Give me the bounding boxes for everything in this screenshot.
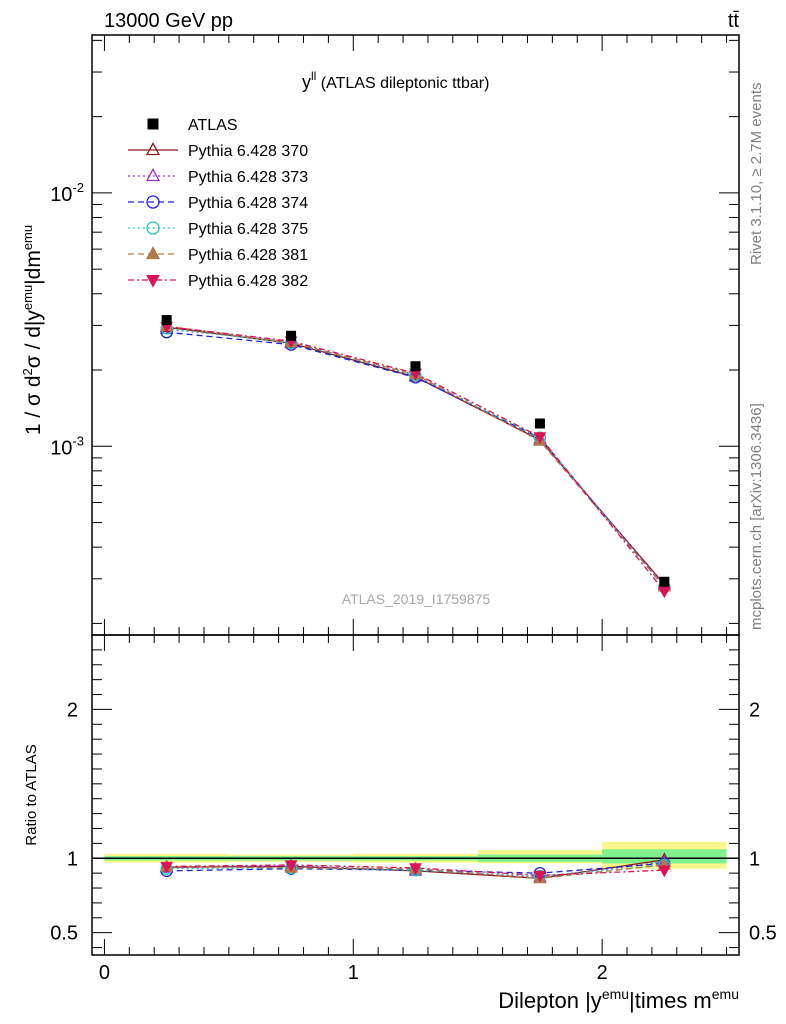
plot-title-rest: (ATLAS dileptonic ttbar) <box>316 75 489 92</box>
legend-label: Pythia 6.428 374 <box>188 195 308 212</box>
main-marks <box>160 315 671 599</box>
legend-entry-1: Pythia 6.428 370 <box>128 142 308 160</box>
series-point-6 <box>533 432 547 444</box>
legend-label: Pythia 6.428 373 <box>188 169 308 186</box>
ratio-y-axis-label: Ratio to ATLAS <box>23 744 40 845</box>
legend-entry-atlas: ATLAS <box>147 117 238 134</box>
x-tick-label: 1 <box>348 962 359 984</box>
atlas-data-point <box>286 330 297 341</box>
x-axis-label: Dilepton |yemu|times memu <box>498 986 739 1013</box>
legend-entry-5: Pythia 6.428 381 <box>128 246 308 264</box>
ratio-frame <box>91 634 740 956</box>
legend-marker <box>147 118 159 130</box>
legend-entry-6: Pythia 6.428 382 <box>128 273 308 290</box>
legend-marker <box>146 221 160 235</box>
atlas-data-point <box>534 418 545 429</box>
ratio-y-tick-label-right: 0.5 <box>749 923 777 945</box>
y-tick-label: 10-3 <box>50 433 84 459</box>
legend-marker <box>145 142 161 156</box>
analysis-watermark: ATLAS_2019_I1759875 <box>342 591 491 607</box>
legend-label: Pythia 6.428 375 <box>188 221 308 238</box>
legend: ATLAS Pythia 6.428 370 Pythia 6.428 373 Pyt… <box>128 117 308 290</box>
process-label: tt̄ <box>728 10 740 32</box>
ratio-point-6 <box>658 865 671 878</box>
ratio-line-3 <box>166 862 665 874</box>
plot-title-main: y <box>302 72 311 92</box>
ratio-y-tick-label-left: 0.5 <box>50 923 78 945</box>
legend-label: ATLAS <box>188 117 238 134</box>
ratio-panel: 0 1 2 0.5 0.5 1 1 2 2 Ratio to ATLAS Dilepton |y… <box>23 634 777 1013</box>
legend-marker <box>145 168 161 182</box>
ratio-point-6 <box>284 860 298 873</box>
ratio-point-6 <box>533 870 547 883</box>
ratio-y-tick-label-right: 2 <box>749 699 760 721</box>
energy-label: 13000 GeV pp <box>104 10 233 32</box>
legend-entry-3: Pythia 6.428 374 <box>128 195 308 212</box>
ratio-line-4 <box>166 864 665 877</box>
legend-marker <box>145 246 161 260</box>
legend-marker <box>146 195 160 209</box>
source-label: mcplots.cern.ch [arXiv:1306.3436] <box>748 403 765 630</box>
legend-label: Pythia 6.428 381 <box>188 247 308 264</box>
legend-entry-4: Pythia 6.428 375 <box>128 221 308 238</box>
ratio-y-tick-label-right: 1 <box>749 848 760 870</box>
main-panel: 10-2 10-3 yll (ATLAS dileptonic ttbar) AT… <box>20 34 740 636</box>
rivet-label: Rivet 3.1.10, ≥ 2.7M events <box>748 83 765 266</box>
ratio-marks <box>160 852 671 884</box>
series-point-6 <box>658 586 671 599</box>
plot-title-sup: ll <box>311 69 316 83</box>
legend-label: Pythia 6.428 370 <box>188 143 308 160</box>
ratio-y-tick-label-left: 2 <box>67 699 78 721</box>
legend-marker <box>146 275 160 288</box>
legend-label: Pythia 6.428 382 <box>188 273 308 290</box>
atlas-data-point <box>659 576 670 587</box>
atlas-data-point <box>161 315 172 326</box>
main-axes: 10-2 10-3 <box>50 35 739 635</box>
y-tick-label: 10-2 <box>50 180 84 206</box>
x-tick-label: 2 <box>597 962 608 984</box>
main-y-axis-label: 1 / σ d2σ / d|yemu|dmemu <box>20 225 45 435</box>
x-tick-label: 0 <box>99 962 110 984</box>
atlas-data-point <box>410 361 421 372</box>
ratio-axes: 0 1 2 0.5 0.5 1 1 2 2 <box>50 635 777 984</box>
ratio-point-6 <box>409 863 422 876</box>
legend-entry-2: Pythia 6.428 373 <box>128 168 308 186</box>
ratio-point-6 <box>160 861 173 874</box>
plot-title: yll (ATLAS dileptonic ttbar) <box>302 69 489 92</box>
ratio-y-tick-label-left: 1 <box>67 848 78 870</box>
